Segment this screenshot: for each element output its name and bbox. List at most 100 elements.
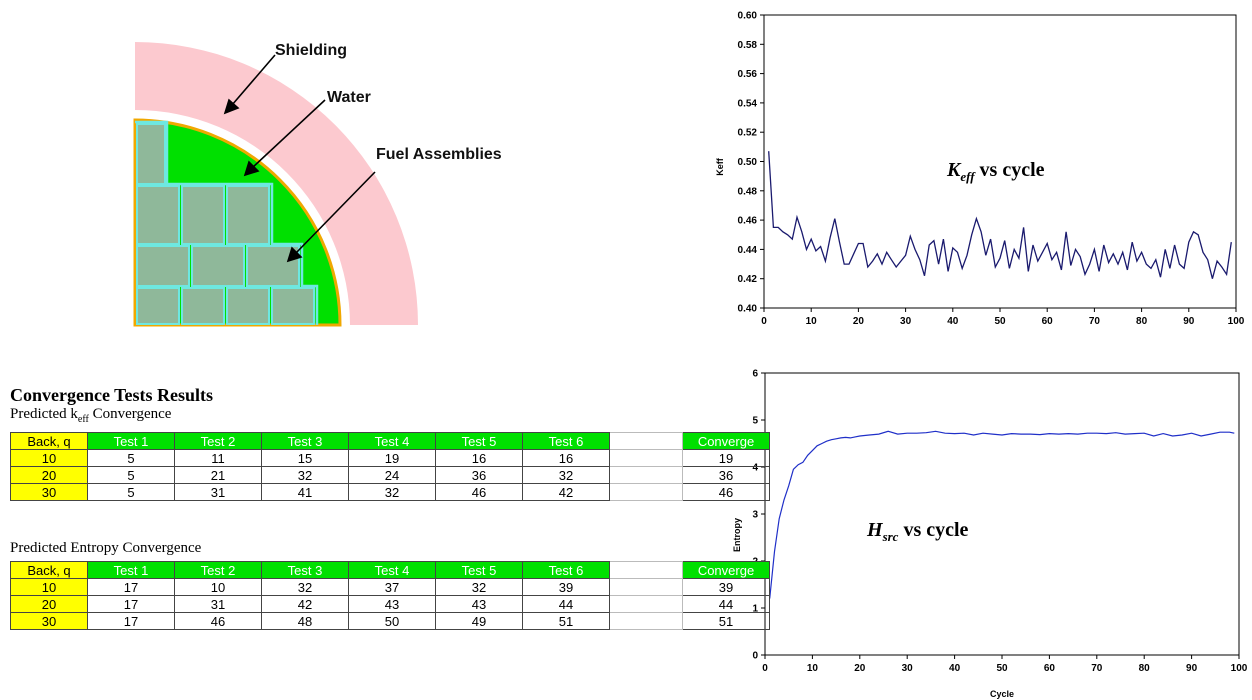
x-tick-label: 10 xyxy=(806,316,818,325)
table-row: 10 17 10 32 37 32 39 39 xyxy=(10,578,770,596)
table-cell: 16 xyxy=(522,449,610,467)
table-cell: 21 xyxy=(174,466,262,484)
table-header-cell: Test 3 xyxy=(261,561,349,579)
x-tick-label: 30 xyxy=(900,316,912,325)
y-tick-label: 0.44 xyxy=(738,245,758,256)
y-tick-label: 0.48 xyxy=(738,186,758,197)
keff-x-ticks: 0 10 20 30 40 50 60 70 80 90 100 xyxy=(761,308,1245,325)
y-tick-label: 0.56 xyxy=(738,69,758,80)
table-cell: 39 xyxy=(682,578,770,596)
keff-table-caption: Predicted keff Convergence xyxy=(10,406,172,425)
table-row: 20 5 21 32 24 36 32 36 xyxy=(10,466,770,484)
fuel-assembly xyxy=(271,287,315,325)
table-cell: 37 xyxy=(348,578,436,596)
fuel-assembly xyxy=(136,245,190,287)
x-tick-label: 50 xyxy=(996,663,1008,674)
x-tick-label: 80 xyxy=(1139,663,1151,674)
table-header-cell xyxy=(609,561,683,579)
x-tick-label: 100 xyxy=(1231,663,1248,674)
table-row: 20 17 31 42 43 43 44 44 xyxy=(10,595,770,613)
table-cell: 11 xyxy=(174,449,262,467)
table-cell: 31 xyxy=(174,595,262,613)
keff-series-line xyxy=(768,151,1232,279)
table-cell: 42 xyxy=(522,483,610,501)
table-cell xyxy=(609,449,683,467)
water-label: Water xyxy=(327,89,371,106)
table-cell xyxy=(609,578,683,596)
x-tick-label: 90 xyxy=(1183,316,1195,325)
entropy-x-ticks: 0 10 20 30 40 50 60 70 80 90 100 xyxy=(762,655,1248,674)
table-cell: 19 xyxy=(348,449,436,467)
table-cell: 43 xyxy=(348,595,436,613)
fuel-assembly xyxy=(136,185,180,245)
x-tick-label: 70 xyxy=(1089,316,1101,325)
table-header-cell: Test 4 xyxy=(348,561,436,579)
table-cell: 41 xyxy=(261,483,349,501)
x-tick-label: 0 xyxy=(762,663,768,674)
entropy-convergence-table: Back, q Test 1 Test 2 Test 3 Test 4 Test 5 Tes… xyxy=(10,561,770,630)
table-cell xyxy=(609,466,683,484)
entropy-series-line xyxy=(769,430,1235,599)
x-tick-label: 0 xyxy=(761,316,767,325)
table-cell: 46 xyxy=(174,612,262,630)
table-cell: 15 xyxy=(261,449,349,467)
keff-convergence-table: Back, q Test 1 Test 2 Test 3 Test 4 Test 5 Tes… xyxy=(10,432,770,501)
x-tick-label: 60 xyxy=(1044,663,1056,674)
fuel-assembly xyxy=(226,185,270,245)
table-header-cell: Test 5 xyxy=(435,561,523,579)
table-cell: 16 xyxy=(435,449,523,467)
table-header-row: Back, q Test 1 Test 2 Test 3 Test 4 Test 5 Tes… xyxy=(10,561,770,579)
fuel-lattice-outline xyxy=(135,120,319,325)
y-tick-label: 0.54 xyxy=(738,98,758,109)
x-tick-label: 20 xyxy=(853,316,865,325)
table-cell: 36 xyxy=(682,466,770,484)
y-tick-label: 3 xyxy=(752,510,758,521)
table-cell: 10 xyxy=(10,449,88,467)
y-tick-label: 0.52 xyxy=(738,128,758,139)
table-header-cell: Test 2 xyxy=(174,432,262,450)
x-tick-label: 30 xyxy=(902,663,914,674)
keff-chart-overlay-label: Keff vs cycle xyxy=(946,159,1045,184)
shielding-label: Shielding xyxy=(275,42,347,59)
table-header-cell: Test 6 xyxy=(522,432,610,450)
table-cell xyxy=(609,612,683,630)
x-tick-label: 10 xyxy=(807,663,819,674)
table-cell: 20 xyxy=(10,466,88,484)
y-tick-label: 0.42 xyxy=(738,274,758,285)
table-cell: 49 xyxy=(435,612,523,630)
table-cell: 51 xyxy=(522,612,610,630)
table-cell xyxy=(609,483,683,501)
table-cell: 46 xyxy=(682,483,770,501)
table-cell: 36 xyxy=(435,466,523,484)
table-cell: 32 xyxy=(522,466,610,484)
x-tick-label: 40 xyxy=(949,663,961,674)
table-header-cell: Converge xyxy=(682,432,770,450)
table-header-cell: Test 1 xyxy=(87,432,175,450)
plot-frame xyxy=(764,372,1240,656)
table-header-cell: Converge xyxy=(682,561,770,579)
shielding-region xyxy=(135,42,418,325)
keff-chart: 0.40 0.42 0.44 0.46 0.48 0.50 0.52 0.54 0.56 0.58… xyxy=(715,11,1245,326)
table-header-cell xyxy=(609,432,683,450)
table-cell: 46 xyxy=(435,483,523,501)
table-row: 10 5 11 15 19 16 16 19 xyxy=(10,449,770,467)
x-tick-label: 50 xyxy=(994,316,1006,325)
fuel-assemblies xyxy=(135,120,319,325)
fuel-assembly xyxy=(136,287,180,325)
table-cell: 17 xyxy=(87,612,175,630)
fuel-assembly xyxy=(136,123,166,185)
x-tick-label: 20 xyxy=(854,663,866,674)
y-tick-label: 0.60 xyxy=(738,11,758,22)
table-cell: 43 xyxy=(435,595,523,613)
entropy-y-axis-title: Entropy xyxy=(732,518,742,552)
x-tick-label: 40 xyxy=(947,316,959,325)
y-tick-label: 0.58 xyxy=(738,40,758,51)
table-cell: 20 xyxy=(10,595,88,613)
table-cell: 44 xyxy=(682,595,770,613)
table-row: 30 5 31 41 32 46 42 46 xyxy=(10,483,770,501)
table-cell: 51 xyxy=(682,612,770,630)
table-header-cell: Test 2 xyxy=(174,561,262,579)
y-tick-label: 0.40 xyxy=(738,304,758,315)
table-cell: 5 xyxy=(87,449,175,467)
table-cell: 32 xyxy=(261,578,349,596)
